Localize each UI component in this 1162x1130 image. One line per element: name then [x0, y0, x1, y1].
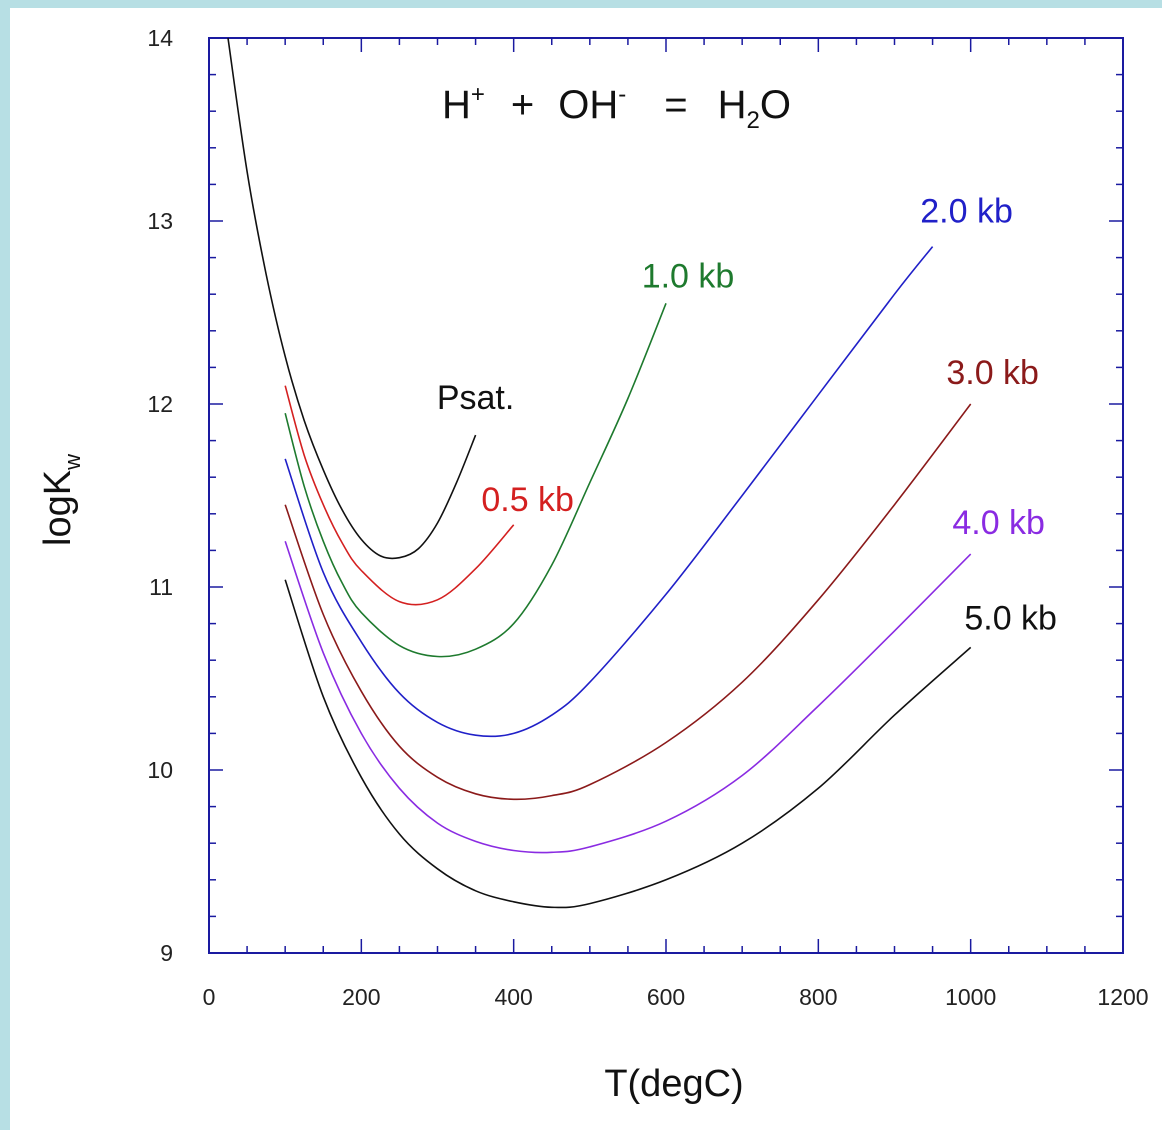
series-line-psat [227, 37, 477, 560]
series-label: 0.5 kb [481, 481, 574, 519]
x-axis-title: T(degC) [604, 1063, 743, 1105]
logkw-chart: 0 200 400 600 800 1000 1200 9 10 11 12 13 14 Psat. 0.… [37, 25, 1149, 1105]
series-label: 3.0 kb [946, 354, 1039, 392]
x-tick-label: 800 [799, 984, 837, 1010]
x-tick-label: 1000 [945, 984, 996, 1010]
y-tick-label: 9 [160, 940, 173, 966]
x-tick-label: 400 [494, 984, 532, 1010]
series-line-2-0-kb [284, 246, 934, 738]
series-line-5-0-kb [284, 579, 972, 909]
y-tick-label: 14 [147, 25, 173, 51]
y-tick-label: 12 [147, 391, 173, 417]
series-label: 4.0 kb [952, 504, 1045, 542]
y-tick-label: 11 [149, 574, 173, 600]
series-line-1-0-kb [284, 303, 667, 658]
chart-equation: H+ + OH- = H2O [442, 81, 791, 134]
plot-frame [208, 37, 1124, 954]
series-label: 1.0 kb [642, 257, 735, 295]
series-line-4-0-kb [284, 541, 972, 854]
x-tick-label: 1200 [1097, 984, 1148, 1010]
x-tick-label: 200 [342, 984, 380, 1010]
chart-panel: 0 200 400 600 800 1000 1200 9 10 11 12 13 14 Psat. 0.… [10, 8, 1162, 1130]
series-label: 2.0 kb [920, 193, 1013, 231]
series-label: 5.0 kb [964, 599, 1057, 637]
x-tick-label: 600 [647, 984, 685, 1010]
y-tick-label: 10 [147, 757, 173, 783]
x-tick-label: 0 [203, 984, 216, 1010]
series-label: Psat. [437, 379, 514, 417]
series-line-3-0-kb [284, 403, 972, 801]
series-line-0-5-kb [284, 385, 515, 606]
y-axis-title: logKw [37, 454, 85, 546]
y-tick-label: 13 [147, 208, 173, 234]
